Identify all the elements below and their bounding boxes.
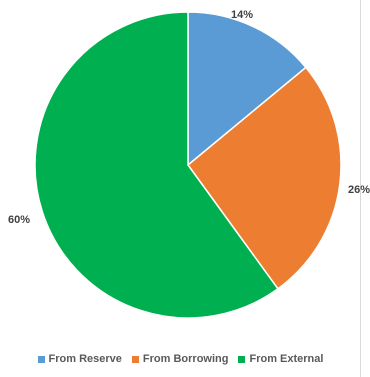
legend-label-from-reserve: From Reserve <box>48 353 122 365</box>
legend-item-from-borrowing: From Borrowing <box>131 353 229 365</box>
legend-item-from-external: From External <box>238 353 323 365</box>
data-label-from-borrowing: 26% <box>348 184 370 196</box>
legend-item-from-reserve: From Reserve <box>37 353 122 365</box>
pie-slice-from-reserve <box>187 11 307 167</box>
pie-slice-from-borrowing <box>186 66 342 290</box>
legend-swatch-from-reserve <box>37 355 45 363</box>
legend: From Reserve From Borrowing From External <box>0 353 361 365</box>
legend-label-from-borrowing: From Borrowing <box>142 353 229 365</box>
legend-swatch-from-borrowing <box>131 355 139 363</box>
legend-swatch-from-external <box>238 355 246 363</box>
data-label-from-reserve: 14% <box>231 9 253 21</box>
pie-slice-from-external <box>34 11 279 319</box>
chart-frame <box>360 0 361 377</box>
legend-label-from-external: From External <box>249 353 324 365</box>
data-label-from-external: 60% <box>8 214 30 226</box>
